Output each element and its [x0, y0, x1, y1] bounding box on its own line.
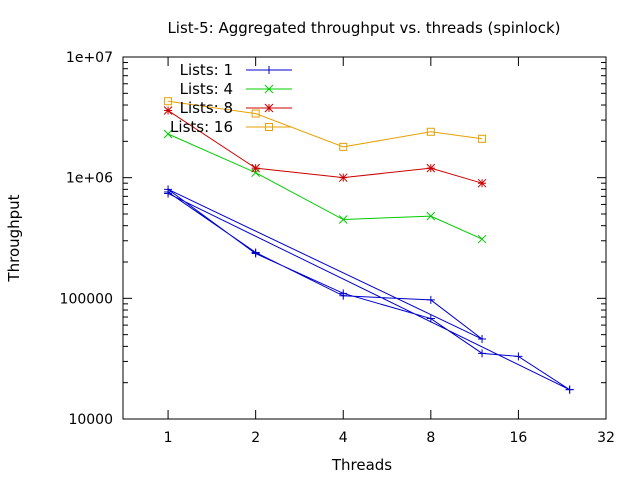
data-point-plus	[565, 385, 574, 394]
data-point-plus	[478, 349, 487, 358]
data-point-plus	[164, 189, 173, 198]
x-axis-label: Threads	[331, 456, 392, 474]
plot-frame	[122, 56, 607, 420]
legend-entry: Lists: 4	[180, 80, 292, 98]
legend-label: Lists: 16	[170, 118, 233, 136]
legend-label: Lists: 4	[180, 80, 233, 98]
data-point-x	[426, 211, 436, 221]
data-point-star	[426, 163, 436, 173]
y-axis-label: Throughput	[5, 194, 23, 282]
axis-ticks: 10000 100000 1e+06 1e+07 1 2 4 8 16 32	[60, 50, 615, 446]
data-point-star	[477, 178, 487, 188]
data-point-x	[251, 168, 261, 178]
data-point-plus	[339, 289, 348, 298]
x-tick-label: 4	[339, 430, 348, 446]
data-point-plus	[514, 352, 523, 361]
y-tick-label: 100000	[60, 291, 113, 307]
series-line	[167, 100, 483, 148]
data-point-square	[265, 123, 273, 131]
data-point-star	[338, 173, 348, 183]
series-layer	[163, 97, 574, 394]
data-point-x	[477, 234, 487, 244]
x-tick-label: 2	[251, 430, 260, 446]
legend-label: Lists: 8	[180, 99, 233, 117]
chart-title: List-5: Aggregated throughput vs. thread…	[167, 19, 560, 37]
x-tick-label: 16	[509, 430, 527, 446]
data-point-x	[163, 129, 173, 139]
series-line	[167, 188, 570, 391]
x-tick-label: 32	[597, 430, 615, 446]
legend-entry: Lists: 1	[180, 61, 292, 79]
data-point-plus	[265, 66, 273, 74]
data-point-x	[338, 215, 348, 224]
data-point-square	[251, 109, 260, 118]
data-point-square	[478, 134, 487, 143]
legend-label: Lists: 1	[180, 61, 233, 79]
data-point-star	[163, 106, 173, 115]
data-point-square	[339, 142, 348, 151]
data-point-x	[264, 84, 274, 94]
legend-entry: Lists: 8	[180, 99, 292, 117]
x-tick-label: 8	[426, 430, 435, 446]
x-tick-label: 1	[164, 430, 173, 446]
series-1	[164, 185, 574, 394]
data-point-plus	[478, 335, 487, 344]
data-point-square	[164, 97, 173, 106]
y-tick-label: 10000	[68, 412, 113, 428]
data-point-square	[426, 127, 435, 136]
data-point-star	[251, 163, 261, 173]
data-point-star	[264, 103, 274, 113]
legend-entry: Lists: 16	[170, 118, 292, 136]
data-point-plus	[251, 249, 260, 258]
y-tick-label: 1e+07	[66, 50, 113, 66]
series-4	[164, 97, 487, 151]
series-2	[163, 129, 487, 244]
series-3	[163, 106, 487, 188]
y-tick-label: 1e+06	[66, 171, 113, 187]
data-point-plus	[426, 295, 435, 304]
data-point-plus	[426, 314, 435, 323]
